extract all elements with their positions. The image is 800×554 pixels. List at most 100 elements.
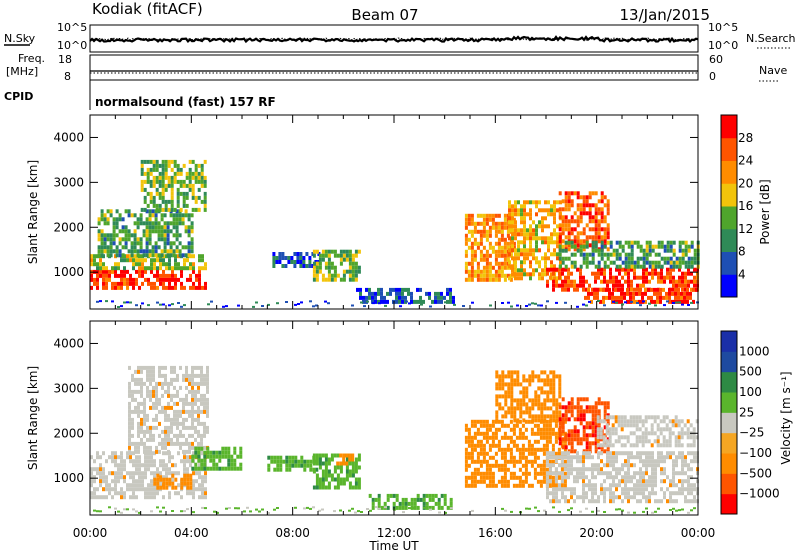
range-cell-0: [186, 455, 189, 460]
range-cell-8: [512, 475, 516, 480]
range-cell-8: [512, 463, 516, 468]
range-cell-9: [531, 370, 535, 375]
range-cell-12: [650, 423, 654, 428]
range-cell-3: [194, 466, 198, 471]
near-range-cell: [375, 506, 378, 509]
range-cell-3: [176, 163, 180, 168]
range-cell-11: [594, 264, 598, 269]
range-cell-0: [147, 281, 150, 286]
range-cell-2: [118, 253, 122, 258]
range-cell-11: [651, 483, 654, 488]
range-cell-9: [555, 418, 559, 423]
range-cell-11: [630, 248, 634, 253]
range-cell-5: [315, 249, 319, 254]
range-cell-11: [669, 499, 672, 504]
range-cell-5: [330, 273, 334, 278]
x-tick-label: 08:00: [275, 526, 310, 540]
range-cell-1: [197, 441, 200, 446]
range-cell-7: [506, 273, 510, 278]
range-cell-9: [567, 223, 571, 228]
power-colorbar-swatch: [721, 115, 737, 139]
range-cell-8: [464, 447, 468, 452]
range-cell-11: [684, 499, 687, 504]
near-range-cell: [564, 301, 567, 304]
range-cell-1: [191, 369, 194, 374]
range-cell-8: [539, 431, 543, 436]
range-cell-7: [470, 245, 474, 250]
range-cell-9: [576, 239, 580, 244]
range-cell-5: [339, 249, 343, 254]
range-cell-11: [672, 459, 675, 464]
range-cell-12: [602, 287, 605, 292]
range-cell-1: [141, 266, 144, 271]
range-cell-11: [603, 244, 607, 249]
range-cell-3: [167, 199, 171, 204]
range-cell-0: [177, 277, 180, 282]
range-cell-8: [485, 435, 489, 440]
range-cell-2: [109, 245, 113, 250]
range-cell-11: [594, 491, 597, 496]
range-cell-1: [152, 373, 155, 378]
range-cell-11: [681, 487, 684, 492]
range-cell-12: [686, 419, 690, 424]
range-cell-9: [495, 418, 499, 423]
range-cell-11: [648, 463, 651, 468]
range-cell-7: [479, 257, 483, 262]
range-cell-9: [570, 191, 574, 196]
range-cell-1: [146, 437, 149, 442]
range-cell-10: [627, 267, 630, 272]
range-cell-2: [133, 241, 137, 246]
range-cell-11: [627, 463, 630, 468]
range-cell-0: [132, 483, 135, 488]
range-cell-8: [494, 435, 498, 440]
range-cell-7: [479, 249, 483, 254]
range-cell-11: [564, 256, 568, 261]
range-cell-7: [470, 241, 474, 246]
near-range-cell: [618, 508, 621, 511]
range-cell-11: [579, 459, 582, 464]
range-cell-3: [206, 446, 210, 451]
range-cell-8: [526, 212, 529, 217]
range-cell-8: [506, 459, 510, 464]
range-cell-11: [588, 487, 591, 492]
range-cell-10: [564, 287, 567, 292]
range-cell-9: [540, 386, 544, 391]
range-cell-11: [588, 467, 591, 472]
range-cell-11: [657, 499, 660, 504]
range-cell-10: [672, 283, 675, 288]
range-cell-8: [467, 443, 471, 448]
range-cell-8: [526, 200, 529, 205]
range-cell-2: [130, 249, 134, 254]
range-cell-0: [90, 475, 93, 480]
range-cell-1: [188, 449, 191, 454]
range-cell-8: [470, 479, 474, 484]
range-cell-6: [380, 287, 383, 292]
range-cell-11: [666, 240, 670, 245]
range-cell-7: [464, 217, 468, 222]
range-cell-11: [603, 499, 606, 504]
range-cell-11: [606, 451, 609, 456]
range-cell-12: [674, 287, 677, 292]
range-cell-7: [494, 253, 498, 258]
range-cell-10: [573, 449, 577, 454]
range-cell-10: [561, 405, 565, 410]
range-cell-2: [159, 485, 163, 490]
range-cell-1: [152, 389, 155, 394]
range-cell-7: [473, 249, 477, 254]
range-cell-9: [498, 402, 502, 407]
range-cell-6: [374, 299, 377, 304]
range-cell-1: [161, 441, 164, 446]
range-cell-8: [479, 423, 483, 428]
range-cell-0: [177, 451, 180, 456]
range-cell-10: [672, 275, 675, 280]
range-cell-9: [498, 374, 502, 379]
range-cell-9: [510, 406, 514, 411]
range-cell-1: [90, 254, 93, 259]
range-cell-6: [446, 299, 449, 304]
range-cell-1: [137, 413, 140, 418]
range-cell-0: [102, 277, 105, 282]
range-cell-0: [117, 463, 120, 468]
range-cell-11: [687, 487, 690, 492]
range-cell-11: [561, 260, 565, 265]
range-cell-12: [596, 287, 599, 292]
